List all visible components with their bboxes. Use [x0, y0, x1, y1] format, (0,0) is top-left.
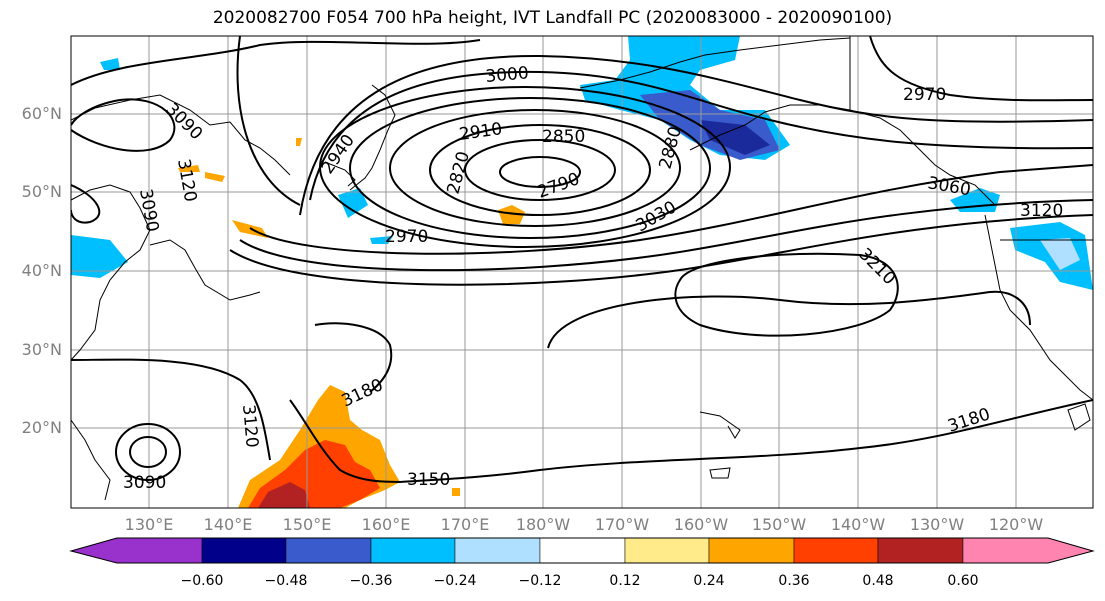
colorbar-tick-label: 0.60	[947, 573, 979, 589]
colorbar-tick-label: −0.60	[180, 573, 224, 589]
colorbar-tick-label: −0.24	[433, 573, 477, 589]
contour-label: 3150	[407, 470, 450, 490]
colorbar-segment	[793, 537, 879, 564]
lat-label: 50°N	[21, 182, 62, 201]
map-panel	[71, 36, 1093, 508]
lat-label: 30°N	[21, 340, 62, 359]
contour-label: 3120	[1020, 201, 1063, 221]
lon-label: 160°W	[673, 515, 729, 534]
contour-label-group: 3090 3120 3090 2940 2910 2850 2820 2790 …	[123, 63, 1063, 493]
colorbar-tick-label: 0.48	[862, 573, 894, 589]
map-title: 2020082700 F054 700 hPa height, IVT Land…	[212, 8, 893, 28]
colorbar-tick-label: 0.12	[609, 573, 641, 589]
map-border	[70, 35, 1094, 509]
graticule	[71, 36, 1093, 508]
lon-label: 150°E	[282, 515, 332, 534]
colorbar-segment	[201, 537, 287, 564]
lat-label: 60°N	[21, 104, 62, 123]
lon-label: 150°W	[751, 515, 807, 534]
lat-label: 20°N	[21, 418, 62, 437]
colorbar-segment	[370, 537, 456, 564]
colorbar-segment	[962, 537, 1094, 564]
lon-label: 140°W	[830, 515, 886, 534]
contour-label: 2970	[903, 85, 946, 105]
colorbar-tick-label: 0.24	[693, 573, 725, 589]
height-contours	[71, 36, 1093, 483]
colorbar	[69, 537, 1095, 564]
lon-label: 170°W	[594, 515, 650, 534]
colorbar-segment	[708, 537, 795, 564]
lon-label: 130°E	[124, 515, 174, 534]
colorbar-tick-label: −0.48	[264, 573, 308, 589]
colorbar-segment	[70, 537, 203, 564]
ivt-negative-shading	[71, 36, 1093, 290]
lon-label: 120°W	[988, 515, 1044, 534]
lon-label: 140°E	[203, 515, 253, 534]
lon-label: 180°W	[515, 515, 571, 534]
lat-label: 40°N	[21, 261, 62, 280]
contour-label: 2850	[542, 127, 585, 147]
colorbar-tick-label: 0.36	[778, 573, 810, 589]
lon-label: 170°E	[440, 515, 490, 534]
lon-label: 160°E	[361, 515, 411, 534]
contour-label: 3000	[485, 63, 530, 87]
colorbar-tick-label: −0.36	[349, 573, 393, 589]
colorbar-tick-label: −0.12	[518, 573, 562, 589]
colorbar-segment	[624, 537, 710, 564]
colorbar-segment	[454, 537, 541, 564]
contour-label: 3120	[238, 404, 262, 449]
contour-label: 2970	[385, 227, 428, 247]
lon-label: 130°W	[909, 515, 965, 534]
colorbar-segment	[285, 537, 372, 564]
colorbar-segment	[877, 537, 964, 564]
colorbar-segment	[539, 537, 626, 564]
contour-label: 3090	[123, 473, 166, 493]
